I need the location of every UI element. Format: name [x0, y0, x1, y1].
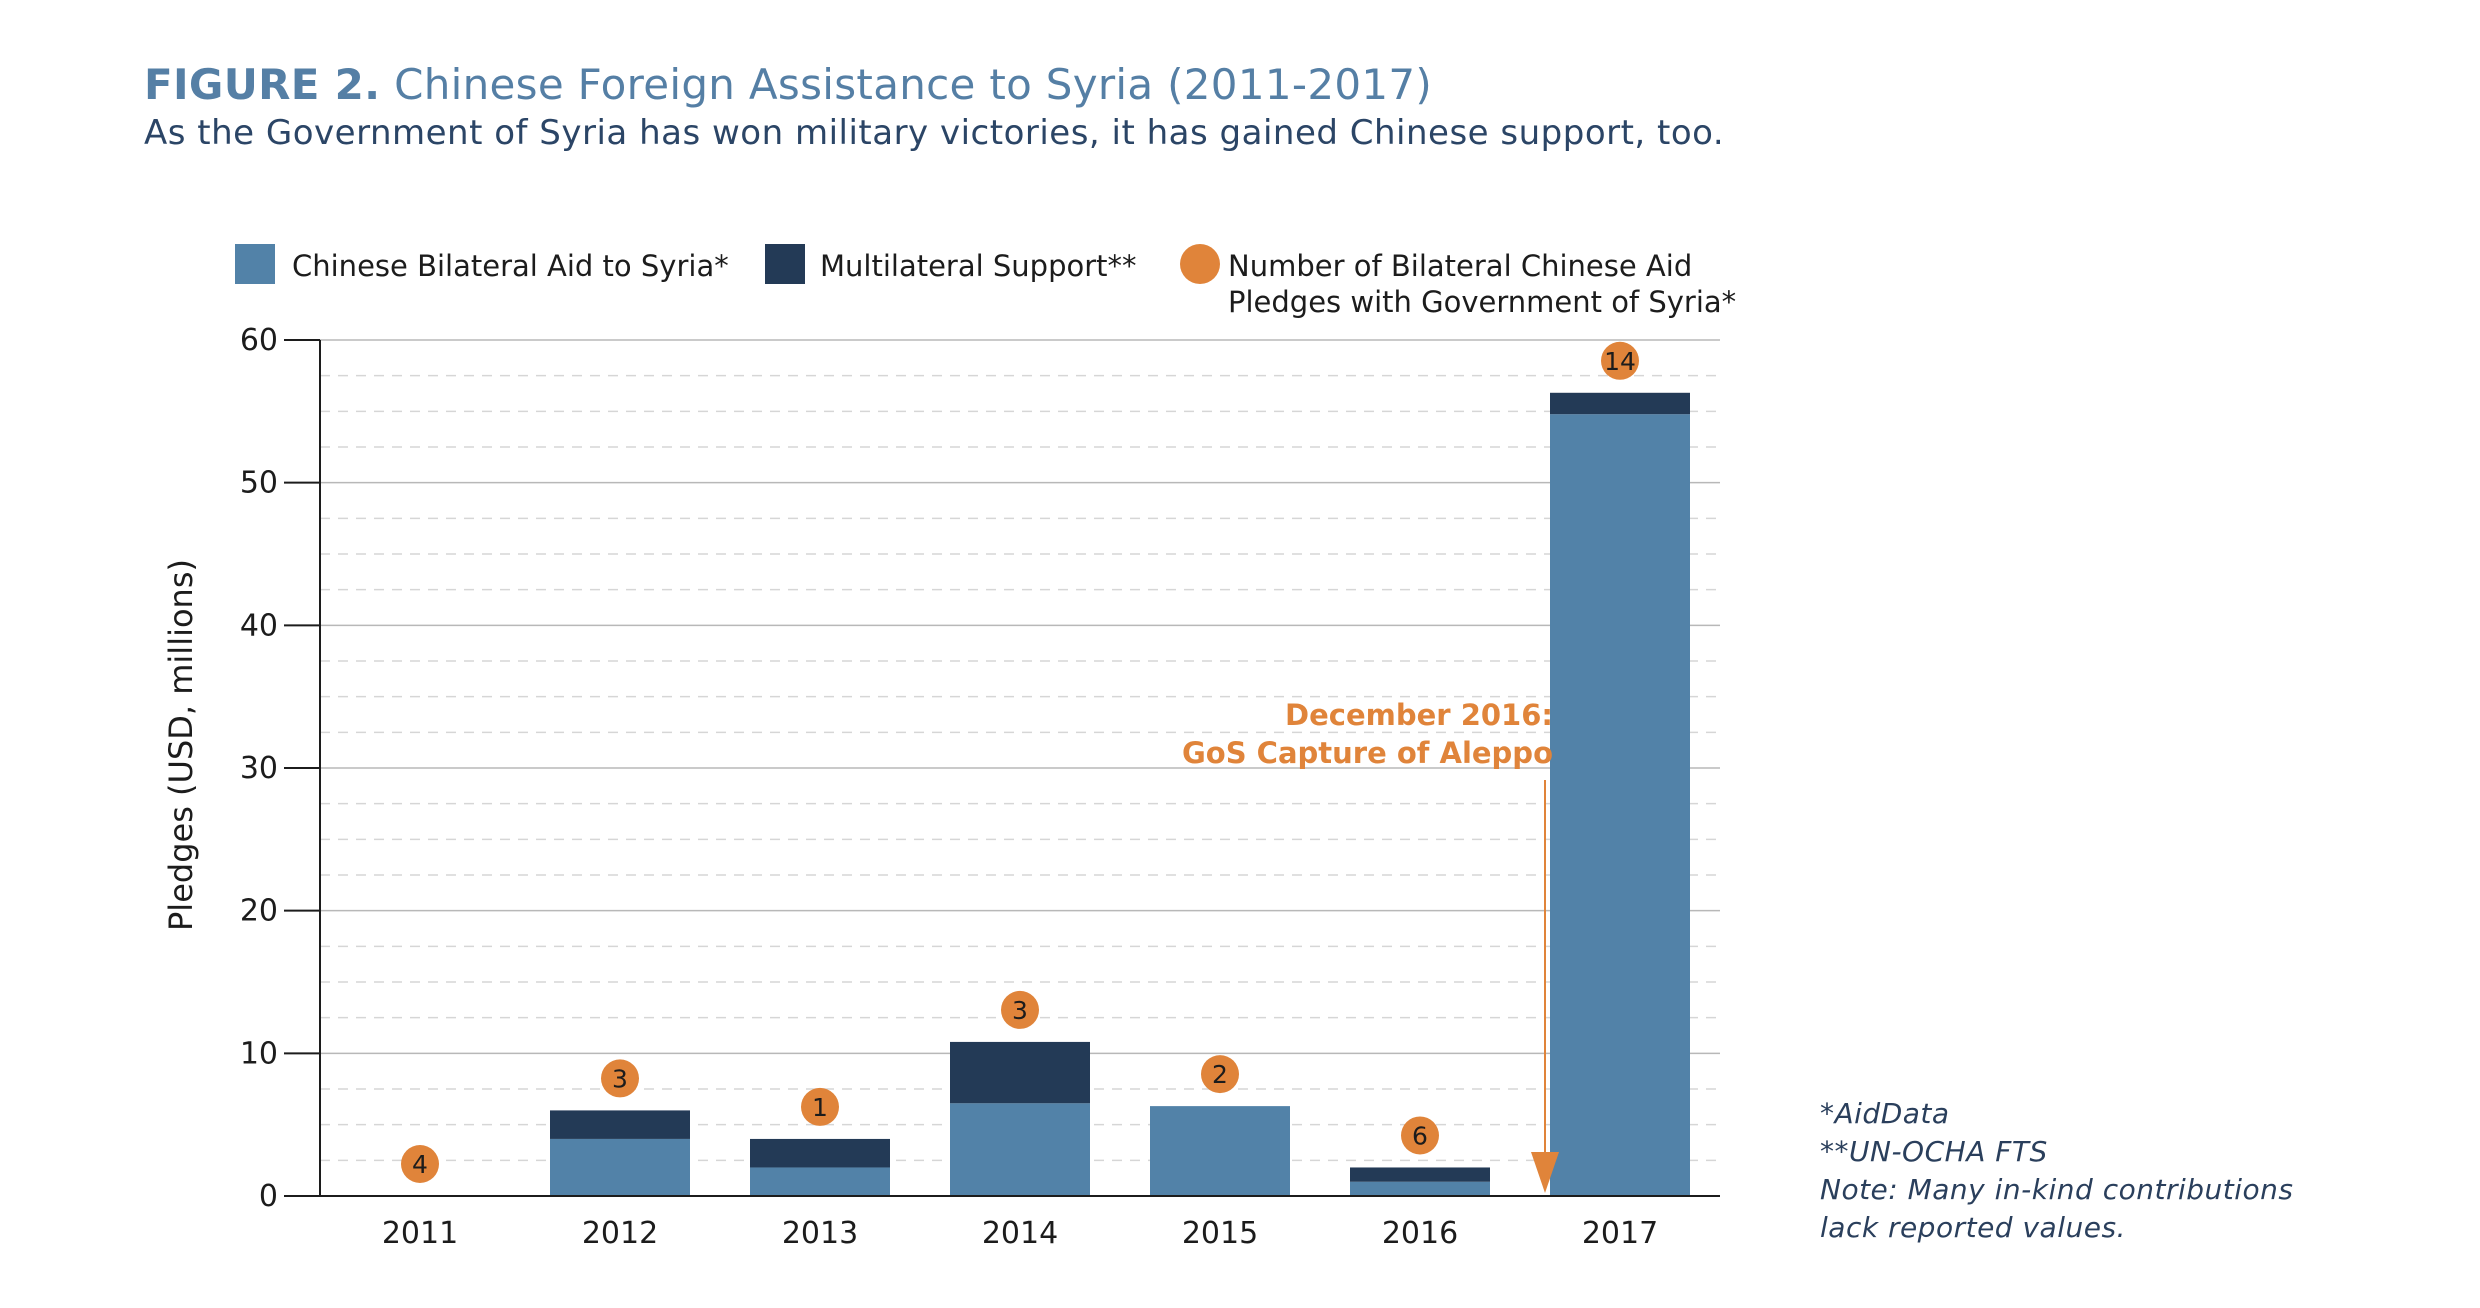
title-text: Chinese Foreign Assistance to Syria (201…: [394, 60, 1433, 109]
x-tick-label-2017: 2017: [1582, 1216, 1658, 1251]
annotation-line1: December 2016:: [1285, 698, 1553, 732]
pledge-count-2016: 6: [1412, 1121, 1428, 1150]
pledge-markers: 4 3 1 3 2 6 14: [401, 341, 1639, 1183]
pledge-count-2014: 3: [1012, 996, 1028, 1025]
x-tick-label-2011: 2011: [382, 1216, 458, 1251]
bar-bilateral-2012: [550, 1138, 690, 1196]
chart-header: FIGURE 2. Chinese Foreign Assistance to …: [144, 60, 1724, 153]
y-axis-label: Pledges (USD, millions): [162, 559, 200, 931]
aleppo-annotation: December 2016: GoS Capture of Aleppo: [1182, 698, 1559, 1193]
note-line2: lack reported values.: [1820, 1211, 2126, 1244]
chart-title: FIGURE 2. Chinese Foreign Assistance to …: [144, 60, 1724, 109]
bar-multilateral-2017: [1550, 392, 1690, 415]
legend-swatch-bilateral: [235, 244, 275, 284]
bar-multilateral-2012: [550, 1110, 690, 1139]
chart-subtitle: As the Government of Syria has won milit…: [144, 113, 1725, 153]
y-tick-label: 60: [240, 323, 278, 358]
y-tick-label: 10: [240, 1036, 278, 1071]
x-tick-label-2016: 2016: [1382, 1216, 1458, 1251]
legend-label-bilateral: Chinese Bilateral Aid to Syria*: [292, 249, 729, 283]
pledge-count-2012: 3: [612, 1064, 628, 1093]
source-ocha: **UN-OCHA FTS: [1820, 1135, 2048, 1168]
pledge-marker-2016: [1401, 1116, 1439, 1155]
legend-label-pledges-line1: Number of Bilateral Chinese Aid: [1228, 249, 1692, 283]
y-tick-label: 30: [240, 751, 278, 786]
legend-swatch-multilateral: [765, 244, 805, 284]
bars: [550, 392, 1690, 1197]
legend-swatch-pledges: [1180, 244, 1220, 284]
pledge-count-2017: 14: [1604, 347, 1636, 376]
bar-bilateral-2016: [1350, 1181, 1490, 1196]
pledge-marker-2015: [1201, 1055, 1239, 1094]
x-axis: 2011 2012 2013 2014 2015 2016 2017: [320, 1195, 1720, 1251]
bar-bilateral-2013: [750, 1167, 890, 1196]
y-tick-label: 40: [240, 608, 278, 643]
y-axis: 0 10 20 30 40 50 60: [240, 323, 321, 1214]
x-tick-label-2015: 2015: [1182, 1216, 1258, 1251]
bar-bilateral-2017: [1550, 414, 1690, 1197]
x-tick-label-2014: 2014: [982, 1216, 1058, 1251]
legend-label-pledges-line2: Pledges with Government of Syria*: [1228, 285, 1736, 319]
source-notes: *AidData **UN-OCHA FTS Note: Many in-kin…: [1820, 1095, 2293, 1247]
pledge-marker-2017: [1601, 341, 1639, 380]
grid: [320, 339, 1720, 1162]
note-line1: Note: Many in-kind contributions: [1820, 1173, 2294, 1206]
y-tick-label: 0: [259, 1179, 278, 1214]
pledge-marker-2011: [401, 1145, 439, 1183]
x-tick-label-2013: 2013: [782, 1216, 858, 1251]
bar-bilateral-2014: [950, 1103, 1090, 1196]
bar-bilateral-2015: [1150, 1106, 1290, 1196]
annotation-line2: GoS Capture of Aleppo: [1182, 736, 1553, 770]
pledge-count-2011: 4: [412, 1150, 428, 1179]
annotation-arrow-head: [1531, 1152, 1559, 1193]
bar-multilateral-2016: [1350, 1167, 1490, 1182]
pledge-marker-2012: [601, 1059, 639, 1098]
pledge-marker-2013: [801, 1087, 839, 1126]
y-tick-label: 20: [240, 894, 278, 929]
bar-multilateral-2014: [950, 1041, 1090, 1104]
pledge-count-2015: 2: [1212, 1060, 1228, 1089]
pledge-marker-2014: [1001, 990, 1039, 1029]
y-tick-label: 50: [240, 466, 278, 501]
x-tick-label-2012: 2012: [582, 1216, 658, 1251]
legend: Chinese Bilateral Aid to Syria* Multilat…: [235, 244, 1736, 319]
legend-label-multilateral: Multilateral Support**: [820, 249, 1137, 283]
source-aiddata: *AidData: [1820, 1097, 1950, 1130]
pledge-count-2013: 1: [812, 1093, 828, 1122]
figure-label: FIGURE 2.: [144, 60, 381, 109]
bar-multilateral-2013: [750, 1138, 890, 1168]
